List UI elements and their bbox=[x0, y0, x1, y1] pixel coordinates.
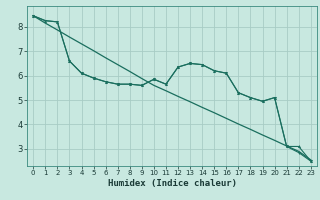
X-axis label: Humidex (Indice chaleur): Humidex (Indice chaleur) bbox=[108, 179, 236, 188]
